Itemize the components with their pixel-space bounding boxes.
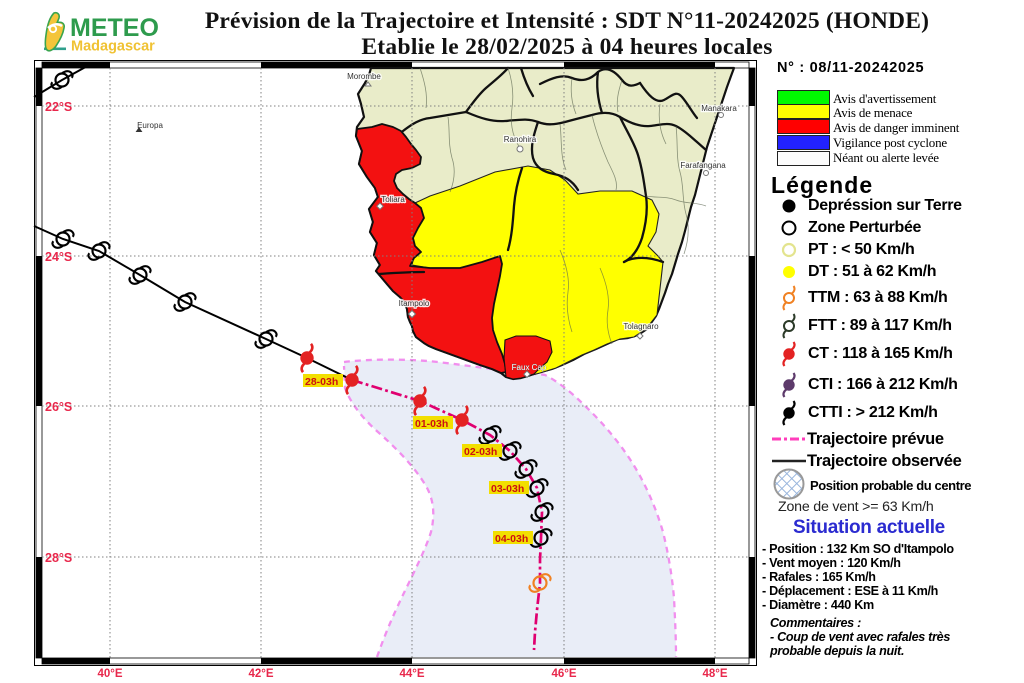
svg-text:02-03h: 02-03h xyxy=(464,446,497,458)
svg-text:METEO: METEO xyxy=(70,14,159,42)
svg-text:Ranohira: Ranohira xyxy=(504,135,537,144)
svg-text:28-03h: 28-03h xyxy=(305,376,338,388)
svg-text:Itampolo: Itampolo xyxy=(399,299,430,308)
svg-text:03-03h: 03-03h xyxy=(491,483,524,495)
svg-text:Faux Cap: Faux Cap xyxy=(512,363,547,372)
svg-text:Farafangana: Farafangana xyxy=(680,161,726,170)
svg-text:Morombe: Morombe xyxy=(347,72,381,81)
svg-text:24°S: 24°S xyxy=(45,250,72,264)
svg-text:22°S: 22°S xyxy=(45,100,72,114)
svg-text:44°E: 44°E xyxy=(399,668,424,680)
svg-text:Farafangana: Farafangana xyxy=(680,161,726,170)
svg-text:Morombe: Morombe xyxy=(347,72,381,81)
svg-text:Manakara: Manakara xyxy=(701,104,737,113)
svg-text:Europa: Europa xyxy=(137,121,163,130)
svg-text:26°S: 26°S xyxy=(45,400,72,414)
svg-text:28°S: 28°S xyxy=(45,551,72,565)
svg-text:Itampolo: Itampolo xyxy=(399,299,430,308)
svg-text:48°E: 48°E xyxy=(702,668,727,680)
svg-text:Europa: Europa xyxy=(137,121,163,130)
svg-text:42°E: 42°E xyxy=(248,668,273,680)
svg-text:Toliara: Toliara xyxy=(381,195,405,204)
svg-text:04-03h: 04-03h xyxy=(495,533,528,545)
svg-text:40°E: 40°E xyxy=(97,668,122,680)
svg-text:01-03h: 01-03h xyxy=(415,418,448,430)
svg-text:Ranohira: Ranohira xyxy=(504,135,537,144)
svg-text:Tolagnaro: Tolagnaro xyxy=(623,322,659,331)
svg-text:46°E: 46°E xyxy=(551,668,576,680)
svg-text:Manakara: Manakara xyxy=(701,104,737,113)
svg-text:Toliara: Toliara xyxy=(381,195,405,204)
svg-text:Madagascar: Madagascar xyxy=(71,39,155,55)
svg-text:Tolagnaro: Tolagnaro xyxy=(623,322,659,331)
